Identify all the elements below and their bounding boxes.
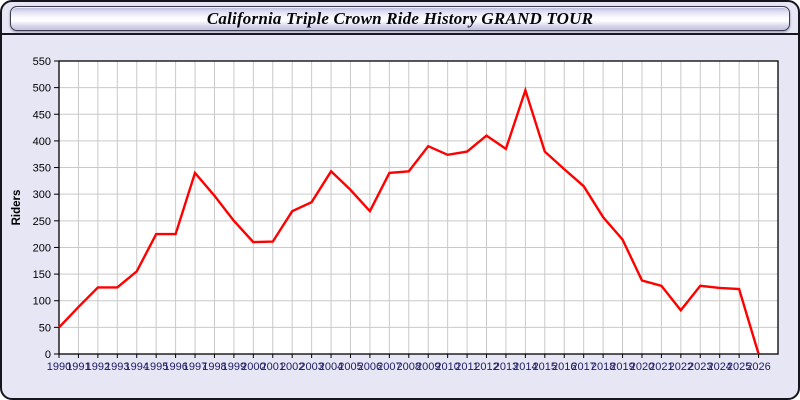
plot-frame	[58, 60, 779, 355]
svg-text:2019: 2019	[610, 361, 634, 373]
svg-text:300: 300	[33, 189, 51, 201]
svg-text:2023: 2023	[688, 361, 712, 373]
svg-text:2020: 2020	[630, 361, 654, 373]
svg-text:450: 450	[33, 109, 51, 121]
svg-text:2004: 2004	[319, 361, 343, 373]
svg-text:100: 100	[33, 296, 51, 308]
svg-text:2025: 2025	[727, 361, 751, 373]
svg-text:1994: 1994	[124, 361, 148, 373]
svg-text:2022: 2022	[669, 361, 693, 373]
plot-background	[59, 61, 778, 354]
svg-text:1993: 1993	[105, 361, 129, 373]
svg-text:250: 250	[33, 216, 51, 228]
svg-text:2017: 2017	[571, 361, 595, 373]
ride-history-line-chart: 0501001502002503003504004505005501990199…	[11, 56, 779, 373]
svg-text:50: 50	[39, 322, 51, 334]
svg-text:2012: 2012	[474, 361, 498, 373]
svg-text:2002: 2002	[280, 361, 304, 373]
svg-text:500: 500	[33, 83, 51, 95]
svg-text:2016: 2016	[552, 361, 576, 373]
svg-text:2010: 2010	[435, 361, 459, 373]
axis-ticks	[54, 60, 760, 358]
svg-text:2013: 2013	[494, 361, 518, 373]
svg-text:2015: 2015	[533, 361, 557, 373]
svg-text:1991: 1991	[66, 361, 90, 373]
svg-text:1997: 1997	[183, 361, 207, 373]
svg-text:1999: 1999	[222, 361, 246, 373]
chart-area: 0 50 100 150 200 250 300 350 400 450 500 550 1990 199…	[2, 35, 798, 398]
x-axis-labels: 1990199119921993199419951996199719981999…	[47, 361, 771, 373]
svg-text:2006: 2006	[358, 361, 382, 373]
svg-text:2000: 2000	[241, 361, 265, 373]
svg-text:2009: 2009	[416, 361, 440, 373]
svg-text:550: 550	[33, 56, 51, 68]
svg-text:1992: 1992	[86, 361, 110, 373]
svg-text:1998: 1998	[202, 361, 226, 373]
header-divider	[2, 33, 798, 35]
y-axis-labels: 0 50 100 150 200 250 300 350 400 450 500 550	[33, 56, 51, 361]
svg-text:0: 0	[45, 349, 51, 361]
svg-text:2014: 2014	[513, 361, 537, 373]
svg-text:2003: 2003	[299, 361, 323, 373]
riders-series-line	[58, 86, 760, 355]
svg-text:2008: 2008	[397, 361, 421, 373]
svg-text:2011: 2011	[455, 361, 479, 373]
svg-text:2005: 2005	[338, 361, 362, 373]
svg-text:1990: 1990	[47, 361, 71, 373]
svg-text:350: 350	[33, 163, 51, 175]
svg-text:2026: 2026	[746, 361, 770, 373]
svg-text:2021: 2021	[649, 361, 673, 373]
svg-text:2001: 2001	[261, 361, 285, 373]
svg-text:1995: 1995	[144, 361, 168, 373]
title-bar: California Triple Crown Ride History GRA…	[10, 6, 790, 31]
svg-text:400: 400	[33, 136, 51, 148]
y-axis-title: Riders	[11, 190, 23, 226]
svg-text:1996: 1996	[163, 361, 187, 373]
page-title: California Triple Crown Ride History GRA…	[206, 8, 594, 28]
svg-text:200: 200	[33, 242, 51, 254]
svg-text:150: 150	[33, 269, 51, 281]
svg-text:2007: 2007	[377, 361, 401, 373]
svg-text:2018: 2018	[591, 361, 615, 373]
svg-text:2024: 2024	[707, 361, 731, 373]
